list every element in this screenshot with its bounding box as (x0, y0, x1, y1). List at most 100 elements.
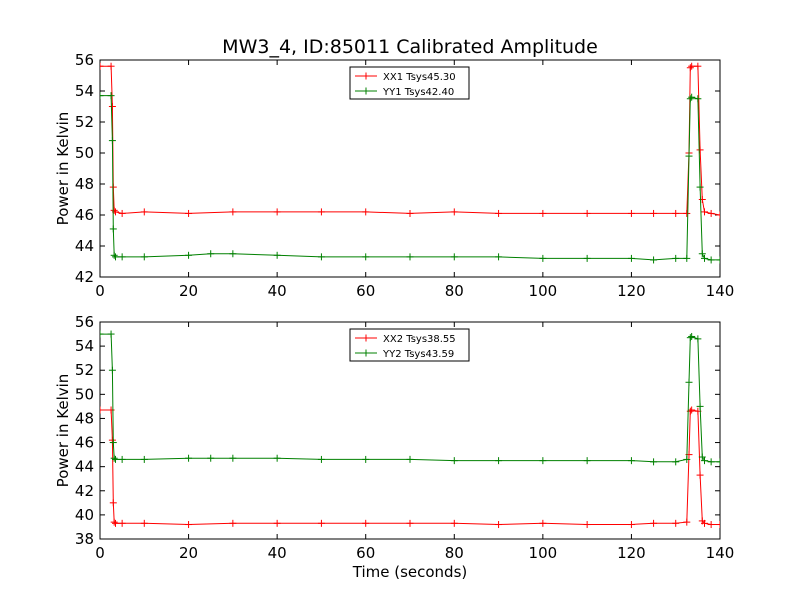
data-point-marker (100, 406, 104, 414)
x-tick-label: 40 (268, 544, 287, 562)
data-point-marker (107, 92, 115, 100)
y-tick-label: 52 (75, 113, 94, 131)
legend-label: XX1 Tsys45.30 (383, 72, 456, 83)
legend-entry: XX2 Tsys38.55 (355, 334, 456, 345)
data-point-marker (672, 458, 680, 466)
x-tick-label: 40 (268, 282, 287, 300)
data-point-marker (317, 455, 325, 463)
x-tick-label: 60 (356, 544, 375, 562)
data-point-marker (650, 209, 658, 217)
data-point-marker (110, 454, 118, 462)
legend-entry: YY2 Tsys43.59 (355, 349, 454, 360)
data-point-marker (688, 406, 696, 414)
data-point-marker (406, 209, 414, 217)
data-point-marker (100, 330, 104, 338)
data-point-marker (140, 455, 148, 463)
data-point-marker (450, 253, 458, 261)
x-tick-label: 0 (95, 544, 105, 562)
data-point-marker (185, 521, 193, 529)
data-point-marker (685, 152, 693, 160)
data-point-marker (100, 92, 104, 100)
x-tick-label: 140 (706, 282, 735, 300)
data-point-marker (685, 378, 693, 386)
data-point-marker (107, 62, 115, 70)
data-point-marker (109, 439, 117, 447)
data-point-marker (140, 519, 148, 527)
data-point-marker (686, 334, 694, 342)
data-point-marker (672, 519, 680, 527)
legend-label: XX2 Tsys38.55 (383, 334, 456, 345)
data-point-marker (627, 521, 635, 529)
y-tick-label: 46 (75, 206, 94, 224)
legend: XX1 Tsys45.30 YY1 Tsys42.40 (349, 66, 470, 100)
data-point-marker (185, 251, 193, 259)
y-tick-label: 48 (75, 175, 94, 193)
data-point-marker (686, 95, 694, 103)
x-tick-label: 100 (529, 544, 558, 562)
data-point-marker (583, 457, 591, 465)
data-point-marker (108, 366, 116, 374)
data-point-marker (694, 62, 702, 70)
data-point-marker (185, 209, 193, 217)
x-tick-label: 60 (356, 282, 375, 300)
data-point-marker (672, 209, 680, 217)
data-point-marker (112, 519, 119, 527)
data-point-marker (707, 256, 715, 264)
y-tick-label: 56 (75, 51, 94, 69)
data-point-marker (701, 457, 708, 465)
data-point-marker (539, 209, 547, 217)
series-1 (100, 330, 720, 466)
legend-entry: XX1 Tsys45.30 (355, 72, 456, 83)
data-point-marker (698, 196, 706, 203)
data-point-marker (108, 137, 116, 145)
legend-box (349, 328, 470, 362)
data-point-marker (696, 183, 704, 191)
data-point-marker (539, 457, 547, 465)
x-tick-label: 80 (445, 282, 464, 300)
y-tick-label: 40 (75, 506, 94, 524)
data-point-marker (650, 519, 658, 527)
data-point-marker (688, 93, 696, 101)
data-point-marker (707, 209, 715, 217)
data-point-marker (716, 256, 720, 264)
data-point-marker (229, 519, 237, 527)
data-point-marker (406, 455, 414, 463)
data-point-marker (650, 458, 658, 466)
y-tick-label: 54 (75, 337, 94, 355)
data-point-marker (495, 457, 503, 465)
x-tick-label: 140 (706, 544, 735, 562)
data-point-marker (583, 254, 591, 262)
data-point-marker (716, 521, 720, 529)
data-point-marker (450, 519, 458, 527)
data-point-marker (317, 519, 325, 527)
data-point-marker (583, 209, 591, 217)
data-point-marker (696, 471, 704, 479)
series-1 (100, 92, 720, 264)
data-point-marker (406, 519, 414, 527)
data-point-marker (317, 208, 325, 216)
data-point-marker (207, 250, 215, 258)
x-tick-label: 20 (179, 282, 198, 300)
data-point-marker (683, 209, 691, 217)
series-0 (100, 406, 720, 529)
x-axis-label: Time (seconds) (352, 563, 468, 581)
data-point-marker (273, 208, 281, 216)
data-point-marker (716, 458, 720, 466)
data-point-marker (583, 521, 591, 529)
data-point-marker (229, 208, 237, 216)
y-tick-label: 48 (75, 409, 94, 427)
data-point-marker (100, 62, 104, 70)
data-point-marker (701, 208, 708, 216)
data-point-marker (672, 254, 680, 262)
data-point-marker (118, 519, 126, 527)
data-point-marker (450, 457, 458, 465)
y-tick-label: 44 (75, 458, 94, 476)
y-axis-label: Power in Kelvin (54, 374, 72, 488)
x-tick-label: 120 (617, 544, 646, 562)
data-point-marker (140, 253, 148, 261)
y-tick-label: 50 (75, 144, 94, 162)
data-point-marker (110, 206, 118, 214)
data-point-marker (229, 454, 237, 462)
data-point-marker (118, 455, 126, 463)
